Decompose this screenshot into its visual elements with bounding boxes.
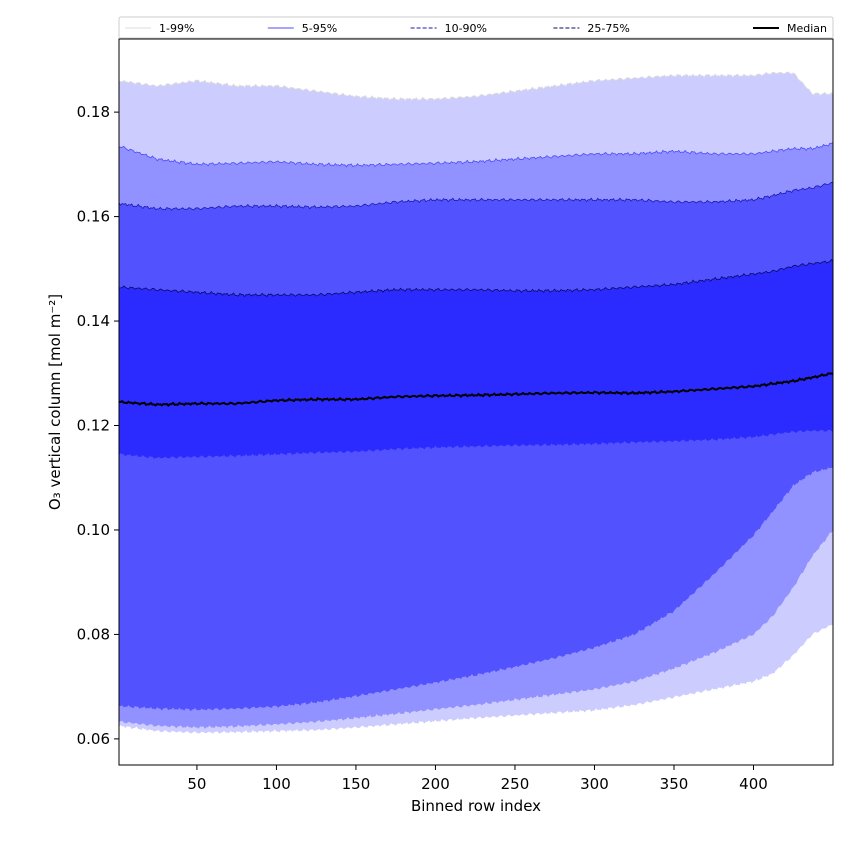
legend-label-median: Median bbox=[787, 22, 827, 35]
x-tick-label: 50 bbox=[187, 775, 206, 793]
band-fill-25-75 bbox=[119, 259, 833, 459]
band-upper-line-1-99 bbox=[118, 71, 834, 102]
legend-label-25-75: 25-75% bbox=[587, 22, 629, 35]
legend-label-1-99: 1-99% bbox=[159, 22, 194, 35]
y-axis-ticks: 0.06 0.08 0.10 0.12 0.14 0.16 0.18 bbox=[77, 103, 119, 748]
x-tick-label: 350 bbox=[660, 775, 689, 793]
legend-label-10-90: 10-90% bbox=[445, 22, 487, 35]
band-upper-line-5-95 bbox=[118, 142, 834, 168]
y-tick-label: 0.08 bbox=[77, 625, 110, 643]
percentile-bands bbox=[118, 71, 834, 734]
x-tick-label: 300 bbox=[580, 775, 609, 793]
x-axis-ticks: 50 100 150 200 250 300 350 400 bbox=[187, 765, 768, 793]
x-tick-label: 200 bbox=[421, 775, 450, 793]
x-tick-label: 150 bbox=[342, 775, 371, 793]
y-axis-label: O₃ vertical column [mol m⁻²] bbox=[46, 294, 64, 510]
plot-frame bbox=[118, 38, 834, 766]
x-axis-label: Binned row index bbox=[411, 797, 541, 815]
x-tick-label: 100 bbox=[262, 775, 291, 793]
band-upper-line-25-75 bbox=[118, 258, 834, 298]
median-series bbox=[118, 372, 834, 407]
y-tick-label: 0.14 bbox=[77, 312, 110, 330]
legend-label-5-95: 5-95% bbox=[302, 22, 337, 35]
y-tick-label: 0.12 bbox=[77, 417, 110, 435]
y-tick-label: 0.16 bbox=[77, 208, 110, 226]
y-tick-label: 0.06 bbox=[77, 730, 110, 748]
y-tick-label: 0.10 bbox=[77, 521, 110, 539]
y-tick-label: 0.18 bbox=[77, 103, 110, 121]
x-tick-label: 400 bbox=[739, 775, 768, 793]
band-upper-line-10-90 bbox=[118, 181, 834, 211]
legend: 1-99% 5-95% 10-90% 25-75% Median bbox=[118, 16, 834, 39]
legend-box bbox=[118, 16, 834, 39]
series-line-median bbox=[118, 372, 834, 407]
x-tick-label: 250 bbox=[501, 775, 530, 793]
